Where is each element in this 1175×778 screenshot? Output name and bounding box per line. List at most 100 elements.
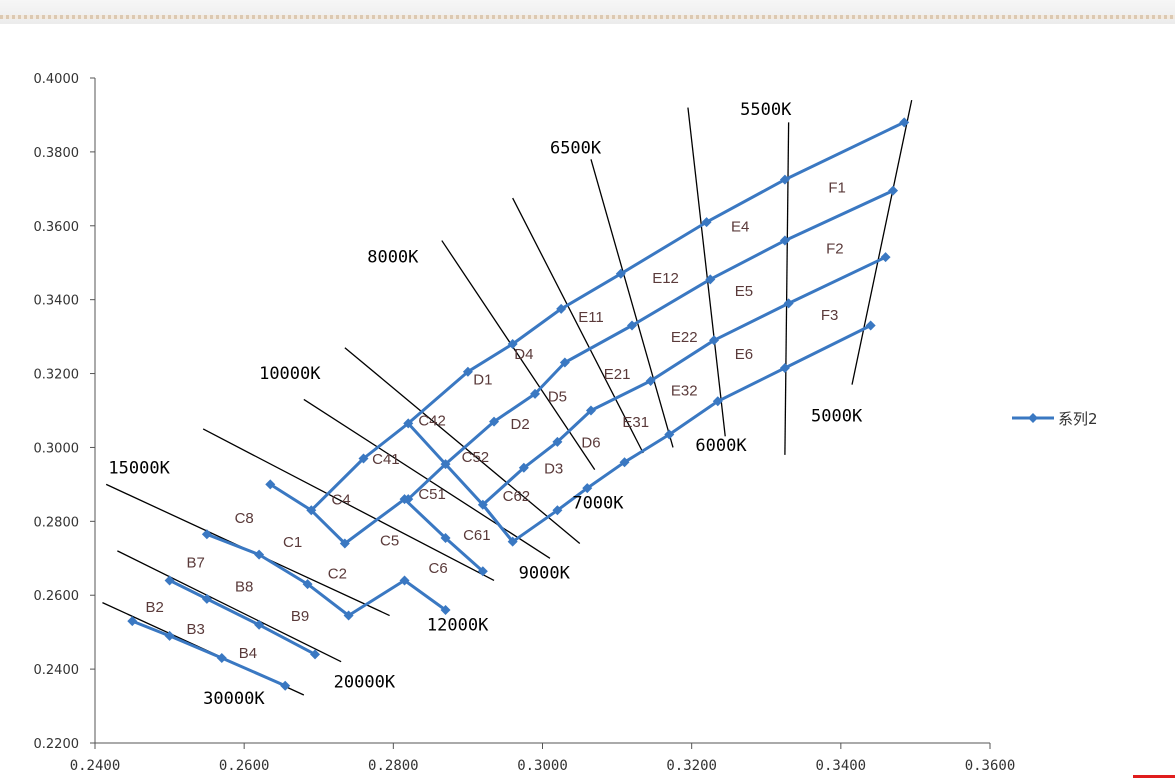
data-point-marker <box>358 453 369 464</box>
data-point-marker <box>343 610 354 621</box>
data-point-marker <box>664 429 675 440</box>
data-point-marker <box>779 174 790 185</box>
data-point-marker <box>779 363 790 374</box>
data-point-marker <box>265 479 276 490</box>
y-tick-label: 0.2600 <box>34 589 80 604</box>
x-tick-label: 0.3600 <box>965 758 1016 774</box>
data-point-marker <box>709 335 720 346</box>
region-label: B3 <box>187 621 205 638</box>
top-band <box>0 0 1175 24</box>
data-point-marker <box>627 320 637 331</box>
cct-label: 8000K <box>367 248 419 268</box>
data-point-marker <box>645 375 656 386</box>
region-labels: B2 B3 B4 B7 B8 B9 C8 C1 C2 C4 C5 C6 C41 C51 C61 C42 C52 C… <box>145 180 845 663</box>
isotherm-line <box>687 107 726 437</box>
y-tick-label: 0.3600 <box>34 220 80 235</box>
cct-label: 30000K <box>203 689 265 709</box>
data-point-marker <box>783 298 794 309</box>
series-line <box>481 409 593 507</box>
data-point-marker <box>530 388 541 399</box>
legend-entry-label: 系列2 <box>1058 410 1098 428</box>
region-label: C1 <box>283 534 302 551</box>
region-label: C5 <box>380 532 399 549</box>
data-point-marker <box>201 593 212 604</box>
region-label: C2 <box>328 566 347 583</box>
region-label: C61 <box>463 527 491 544</box>
isotherm-line <box>117 550 342 663</box>
data-point-marker <box>701 217 712 228</box>
region-label: D6 <box>581 434 600 451</box>
region-label: C41 <box>372 451 400 468</box>
cct-label: 20000K <box>334 673 396 693</box>
region-label: D5 <box>548 388 567 405</box>
series-line <box>444 361 567 466</box>
series-line <box>168 578 317 656</box>
region-label: B9 <box>291 608 309 625</box>
data-point-marker <box>339 538 350 549</box>
cct-label: 7000K <box>572 493 624 513</box>
x-tick-label: 0.3000 <box>517 758 568 774</box>
data-point-marker <box>552 505 563 516</box>
region-label: C42 <box>418 412 446 429</box>
series-line <box>406 462 447 501</box>
x-tick-label: 0.2400 <box>70 758 121 774</box>
decorative-red-bar <box>1133 775 1175 778</box>
isotherm-line <box>202 428 495 582</box>
series-line <box>481 503 515 544</box>
region-label: C4 <box>332 492 351 509</box>
data-point-marker <box>310 649 321 660</box>
region-label: C8 <box>235 510 254 527</box>
series-line <box>511 120 906 346</box>
series-line <box>130 619 287 688</box>
data-point-marker <box>477 566 488 577</box>
data-point-marker <box>899 117 910 128</box>
legend: 系列2 <box>1012 410 1098 428</box>
data-point-marker <box>865 320 876 331</box>
region-label: C51 <box>418 486 446 503</box>
region-label: E12 <box>652 270 679 287</box>
data-point-marker <box>254 549 265 560</box>
data-point-marker <box>302 579 313 590</box>
region-label: E6 <box>735 346 753 363</box>
data-point-marker <box>216 653 227 664</box>
data-point-marker <box>403 494 414 505</box>
data-point-marker <box>164 630 175 641</box>
region-label: E32 <box>671 383 698 400</box>
x-tick-label: 0.2600 <box>219 758 270 774</box>
isotherm-line <box>512 197 644 454</box>
region-label: B8 <box>235 579 253 596</box>
region-label: E31 <box>622 414 649 431</box>
region-label: D4 <box>514 346 533 363</box>
region-label: F2 <box>826 240 844 257</box>
series-line <box>511 460 626 544</box>
axes: 0.2200 0.2400 0.2600 0.2800 0.3000 0.3200 0.34… <box>34 72 1016 774</box>
region-label: F1 <box>828 180 846 197</box>
data-point-marker <box>712 396 723 407</box>
cct-label: 12000K <box>427 615 489 635</box>
decorative-stripe <box>0 15 1175 19</box>
cct-label: 6000K <box>695 436 747 456</box>
data-point-marker <box>201 529 212 540</box>
cct-label: 5500K <box>740 100 792 120</box>
cct-label: 10000K <box>259 364 321 384</box>
data-point-marker <box>615 268 626 279</box>
isotherm-line <box>851 100 913 385</box>
data-point-marker <box>440 605 451 615</box>
region-label: B4 <box>239 645 257 662</box>
cct-label: 15000K <box>108 458 170 478</box>
series-line <box>205 532 447 617</box>
cct-label: 6500K <box>550 139 602 159</box>
data-point-marker <box>705 274 716 285</box>
cct-labels: 30000K 20000K 15000K 12000K 10000K 9000K 8000K… <box>108 100 863 709</box>
data-point-marker <box>399 575 410 586</box>
legend-marker-swatch <box>1028 413 1038 423</box>
y-tick-label: 0.3800 <box>34 146 80 161</box>
region-label: D2 <box>511 416 530 433</box>
data-point-marker <box>280 680 291 691</box>
region-label: E22 <box>671 329 698 346</box>
isotherm-line <box>344 347 581 544</box>
x-tick-label: 0.3200 <box>666 758 717 774</box>
y-tick-label: 0.2800 <box>34 515 80 530</box>
isotherm-line <box>303 398 551 559</box>
